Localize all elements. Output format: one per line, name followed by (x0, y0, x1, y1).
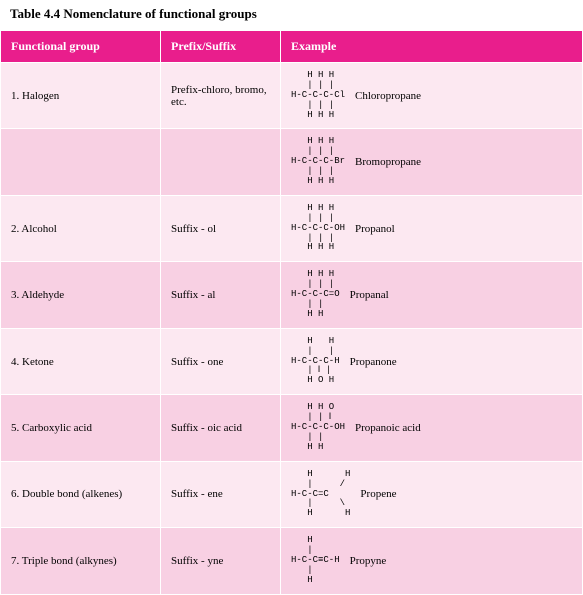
example-name: Chloropropane (355, 90, 421, 102)
example-name: Propene (360, 488, 396, 500)
chemical-structure: H | H-C-C≡C-H | H (291, 536, 340, 585)
cell-example: H H H | | | H-C-C-C-Cl | | | H H H Chloro… (281, 63, 583, 129)
cell-functional-group: 2. Alcohol (1, 195, 161, 261)
header-example: Example (281, 31, 583, 63)
cell-functional-group: 5. Carboxylic acid (1, 395, 161, 461)
cell-example: H H | | H-C-C-C-H | ‖ | H O H Propanone (281, 328, 583, 394)
table-row: 7. Triple bond (alkynes)Suffix - yne H |… (1, 528, 583, 594)
cell-example: H H | / H-C-C=C | \ H H Propene (281, 461, 583, 527)
table-row: 1. HalogenPrefix-chloro, bromo, etc. H H… (1, 63, 583, 129)
chemical-structure: H H O | | ‖ H-C-C-C-OH | | H H (291, 403, 345, 452)
cell-example: H H H | | | H-C-C-C=O | | H H Propanal (281, 262, 583, 328)
table-row: 6. Double bond (alkenes)Suffix - ene H H… (1, 461, 583, 527)
table-row: H H H | | | H-C-C-C-Br | | | H H H Bromop… (1, 129, 583, 195)
cell-prefix-suffix: Suffix - al (161, 262, 281, 328)
table-row: 5. Carboxylic acidSuffix - oic acid H H … (1, 395, 583, 461)
chemical-structure: H H | / H-C-C=C | \ H H (291, 470, 350, 519)
cell-prefix-suffix: Prefix-chloro, bromo, etc. (161, 63, 281, 129)
chemical-structure: H H H | | | H-C-C-C-Br | | | H H H (291, 137, 345, 186)
chemical-structure: H H H | | | H-C-C-C-OH | | | H H H (291, 204, 345, 253)
cell-functional-group: 4. Ketone (1, 328, 161, 394)
chemical-structure: H H | | H-C-C-C-H | ‖ | H O H (291, 337, 340, 386)
chemical-structure: H H H | | | H-C-C-C=O | | H H (291, 270, 340, 319)
header-prefix-suffix: Prefix/Suffix (161, 31, 281, 63)
example-name: Propanol (355, 223, 395, 235)
example-name: Propanal (350, 289, 389, 301)
cell-prefix-suffix: Suffix - oic acid (161, 395, 281, 461)
cell-example: H | H-C-C≡C-H | H Propyne (281, 528, 583, 594)
cell-example: H H H | | | H-C-C-C-Br | | | H H H Bromop… (281, 129, 583, 195)
table-title: Table 4.4 Nomenclature of functional gro… (0, 0, 583, 30)
example-name: Bromopropane (355, 156, 421, 168)
cell-functional-group (1, 129, 161, 195)
cell-functional-group: 6. Double bond (alkenes) (1, 461, 161, 527)
cell-example: H H H | | | H-C-C-C-OH | | | H H H Propan… (281, 195, 583, 261)
cell-example: H H O | | ‖ H-C-C-C-OH | | H H Propanoic … (281, 395, 583, 461)
example-name: Propyne (350, 555, 387, 567)
header-functional-group: Functional group (1, 31, 161, 63)
example-name: Propanoic acid (355, 422, 421, 434)
table-row: 3. AldehydeSuffix - al H H H | | | H-C-C… (1, 262, 583, 328)
cell-prefix-suffix: Suffix - ol (161, 195, 281, 261)
cell-functional-group: 1. Halogen (1, 63, 161, 129)
cell-functional-group: 3. Aldehyde (1, 262, 161, 328)
table-row: 2. AlcoholSuffix - ol H H H | | | H-C-C-… (1, 195, 583, 261)
cell-prefix-suffix (161, 129, 281, 195)
cell-prefix-suffix: Suffix - one (161, 328, 281, 394)
chemical-structure: H H H | | | H-C-C-C-Cl | | | H H H (291, 71, 345, 120)
cell-functional-group: 7. Triple bond (alkynes) (1, 528, 161, 594)
cell-prefix-suffix: Suffix - yne (161, 528, 281, 594)
example-name: Propanone (350, 356, 397, 368)
cell-prefix-suffix: Suffix - ene (161, 461, 281, 527)
table-row: 4. KetoneSuffix - one H H | | H-C-C-C-H … (1, 328, 583, 394)
functional-groups-table: Functional group Prefix/Suffix Example 1… (0, 30, 583, 595)
